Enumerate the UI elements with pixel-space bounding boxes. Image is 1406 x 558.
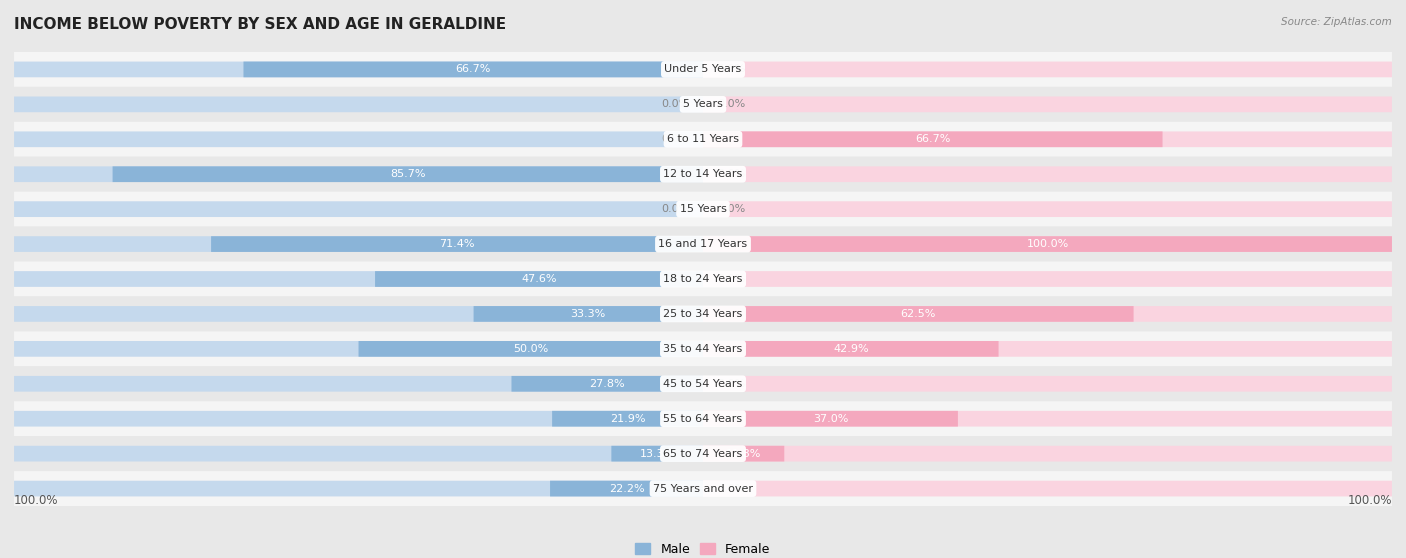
Text: 100.0%: 100.0% [1026, 239, 1069, 249]
Text: 65 to 74 Years: 65 to 74 Years [664, 449, 742, 459]
Text: 0.0%: 0.0% [661, 99, 689, 109]
Text: 0.0%: 0.0% [717, 169, 745, 179]
FancyBboxPatch shape [703, 306, 1392, 322]
FancyBboxPatch shape [14, 52, 1392, 87]
FancyBboxPatch shape [211, 236, 703, 252]
Text: Source: ZipAtlas.com: Source: ZipAtlas.com [1281, 17, 1392, 27]
FancyBboxPatch shape [612, 446, 703, 461]
FancyBboxPatch shape [14, 262, 1392, 296]
FancyBboxPatch shape [703, 411, 957, 426]
FancyBboxPatch shape [14, 157, 1392, 192]
Text: 13.3%: 13.3% [640, 449, 675, 459]
FancyBboxPatch shape [703, 132, 1392, 147]
Text: 85.7%: 85.7% [389, 169, 426, 179]
FancyBboxPatch shape [703, 61, 1392, 78]
FancyBboxPatch shape [14, 436, 1392, 471]
Text: 0.0%: 0.0% [717, 484, 745, 494]
Text: 35 to 44 Years: 35 to 44 Years [664, 344, 742, 354]
Text: 66.7%: 66.7% [456, 64, 491, 74]
FancyBboxPatch shape [14, 306, 703, 322]
FancyBboxPatch shape [14, 271, 703, 287]
FancyBboxPatch shape [512, 376, 703, 392]
Text: 100.0%: 100.0% [1347, 494, 1392, 507]
Text: INCOME BELOW POVERTY BY SEX AND AGE IN GERALDINE: INCOME BELOW POVERTY BY SEX AND AGE IN G… [14, 17, 506, 32]
Text: 21.9%: 21.9% [610, 413, 645, 424]
Text: 22.2%: 22.2% [609, 484, 644, 494]
FancyBboxPatch shape [14, 61, 703, 78]
FancyBboxPatch shape [703, 236, 1392, 252]
FancyBboxPatch shape [375, 271, 703, 287]
FancyBboxPatch shape [14, 166, 703, 182]
FancyBboxPatch shape [14, 296, 1392, 331]
FancyBboxPatch shape [703, 376, 1392, 392]
Text: 0.0%: 0.0% [717, 204, 745, 214]
FancyBboxPatch shape [703, 132, 1163, 147]
FancyBboxPatch shape [703, 166, 1392, 182]
Text: 33.3%: 33.3% [571, 309, 606, 319]
FancyBboxPatch shape [14, 480, 703, 497]
FancyBboxPatch shape [14, 236, 703, 252]
FancyBboxPatch shape [14, 97, 703, 112]
FancyBboxPatch shape [14, 411, 703, 426]
FancyBboxPatch shape [550, 480, 703, 497]
FancyBboxPatch shape [359, 341, 703, 357]
Text: 0.0%: 0.0% [661, 204, 689, 214]
Text: 71.4%: 71.4% [439, 239, 475, 249]
Legend: Male, Female: Male, Female [630, 538, 776, 558]
FancyBboxPatch shape [112, 166, 703, 182]
Text: 0.0%: 0.0% [661, 134, 689, 145]
Text: Under 5 Years: Under 5 Years [665, 64, 741, 74]
Text: 15 Years: 15 Years [679, 204, 727, 214]
Text: 5 Years: 5 Years [683, 99, 723, 109]
Text: 66.7%: 66.7% [915, 134, 950, 145]
FancyBboxPatch shape [703, 341, 998, 357]
FancyBboxPatch shape [14, 401, 1392, 436]
FancyBboxPatch shape [474, 306, 703, 322]
FancyBboxPatch shape [703, 446, 1392, 461]
Text: 12 to 14 Years: 12 to 14 Years [664, 169, 742, 179]
FancyBboxPatch shape [703, 201, 1392, 217]
Text: 50.0%: 50.0% [513, 344, 548, 354]
Text: 37.0%: 37.0% [813, 413, 848, 424]
Text: 0.0%: 0.0% [717, 64, 745, 74]
Text: 11.8%: 11.8% [725, 449, 761, 459]
FancyBboxPatch shape [14, 201, 703, 217]
Text: 16 and 17 Years: 16 and 17 Years [658, 239, 748, 249]
FancyBboxPatch shape [703, 271, 1392, 287]
FancyBboxPatch shape [14, 227, 1392, 262]
Text: 0.0%: 0.0% [717, 99, 745, 109]
FancyBboxPatch shape [14, 376, 703, 392]
FancyBboxPatch shape [703, 236, 1392, 252]
FancyBboxPatch shape [14, 132, 703, 147]
FancyBboxPatch shape [243, 61, 703, 78]
Text: 75 Years and over: 75 Years and over [652, 484, 754, 494]
FancyBboxPatch shape [703, 411, 1392, 426]
FancyBboxPatch shape [14, 446, 703, 461]
FancyBboxPatch shape [14, 87, 1392, 122]
Text: 0.0%: 0.0% [717, 379, 745, 389]
FancyBboxPatch shape [14, 366, 1392, 401]
FancyBboxPatch shape [703, 306, 1133, 322]
FancyBboxPatch shape [14, 122, 1392, 157]
FancyBboxPatch shape [703, 446, 785, 461]
FancyBboxPatch shape [703, 97, 1392, 112]
Text: 25 to 34 Years: 25 to 34 Years [664, 309, 742, 319]
FancyBboxPatch shape [703, 480, 1392, 497]
FancyBboxPatch shape [553, 411, 703, 426]
Text: 18 to 24 Years: 18 to 24 Years [664, 274, 742, 284]
Text: 27.8%: 27.8% [589, 379, 626, 389]
FancyBboxPatch shape [14, 471, 1392, 506]
FancyBboxPatch shape [703, 341, 1392, 357]
FancyBboxPatch shape [14, 341, 703, 357]
Text: 42.9%: 42.9% [832, 344, 869, 354]
FancyBboxPatch shape [14, 331, 1392, 366]
Text: 55 to 64 Years: 55 to 64 Years [664, 413, 742, 424]
Text: 100.0%: 100.0% [14, 494, 59, 507]
Text: 45 to 54 Years: 45 to 54 Years [664, 379, 742, 389]
Text: 0.0%: 0.0% [717, 274, 745, 284]
Text: 6 to 11 Years: 6 to 11 Years [666, 134, 740, 145]
Text: 62.5%: 62.5% [901, 309, 936, 319]
Text: 47.6%: 47.6% [522, 274, 557, 284]
FancyBboxPatch shape [14, 192, 1392, 227]
